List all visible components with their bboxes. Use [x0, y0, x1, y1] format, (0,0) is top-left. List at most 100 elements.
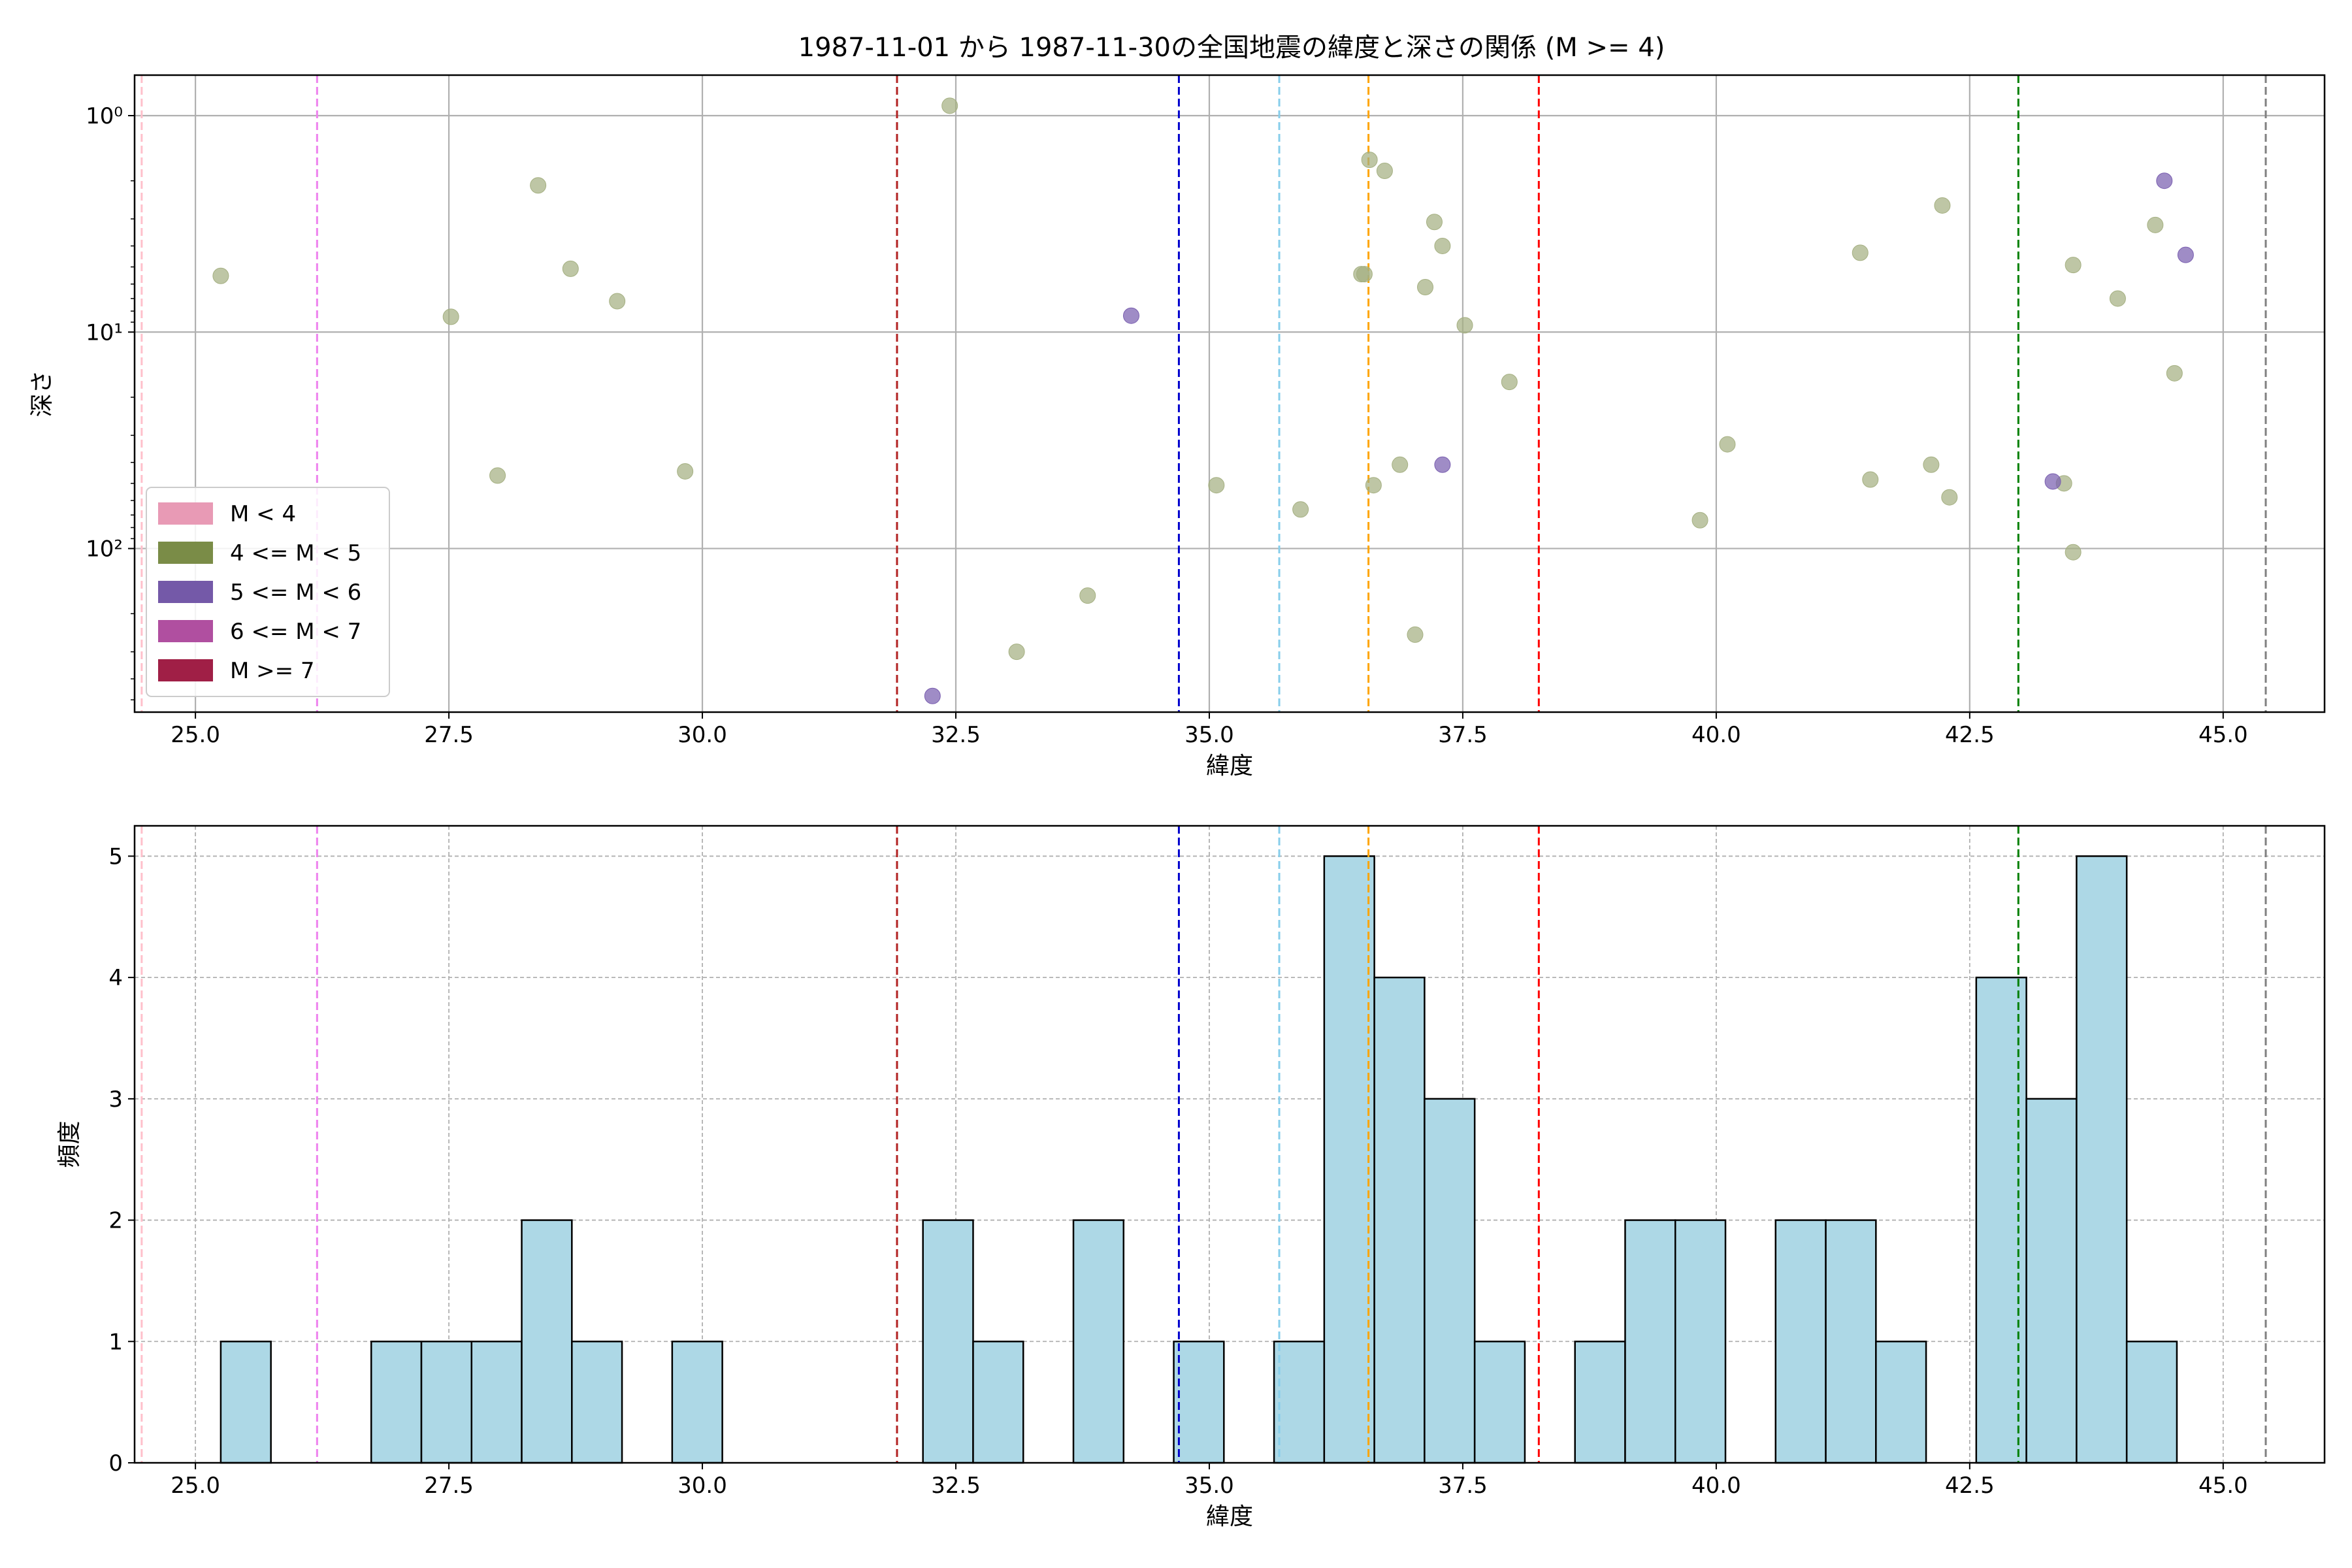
- legend-swatch: [158, 542, 213, 564]
- histogram-bar: [571, 1341, 623, 1464]
- scatter-y-tick-label: 10²: [86, 536, 123, 563]
- scatter-point-m5-6: [1122, 307, 1139, 324]
- histogram-bar: [1072, 1219, 1125, 1464]
- legend-swatch: [158, 659, 213, 681]
- legend-label: M >= 7: [230, 658, 315, 684]
- histogram-y-tick-label: 4: [108, 965, 123, 991]
- scatter-point-m5-6: [2044, 473, 2061, 490]
- histogram-bar: [1875, 1341, 1927, 1464]
- histogram-x-tick-label: 27.5: [424, 1473, 474, 1499]
- histogram-bar: [1173, 1341, 1225, 1464]
- scatter-point-m5-6: [2156, 172, 2173, 189]
- scatter-x-ticks: 25.0 27.5 30.0 32.5 35.0 37.5 40.0 42.5 45.0: [171, 712, 2248, 748]
- scatter-points: [212, 97, 2194, 704]
- histogram-y-tick-label: 5: [108, 843, 123, 870]
- chart-title: 1987-11-01 から 1987-11-30の全国地震の緯度と深さの関係 (…: [798, 33, 1665, 63]
- histogram-y-axis-label: 頻度: [56, 1120, 83, 1168]
- scatter-point-m4-5: [1719, 436, 1736, 453]
- scatter-point-m4-5: [1434, 237, 1451, 254]
- histogram-bar: [1574, 1341, 1626, 1464]
- scatter-point-m4-5: [677, 463, 694, 480]
- histogram-bar: [521, 1219, 573, 1464]
- histogram-bar: [1373, 976, 1426, 1464]
- scatter-x-tick-label: 35.0: [1184, 722, 1234, 748]
- scatter-point-m4-5: [1208, 477, 1225, 494]
- legend-box: [146, 487, 390, 697]
- histogram-x-tick-label: 40.0: [1691, 1473, 1741, 1499]
- legend-swatch: [158, 620, 213, 642]
- scatter-x-tick-label: 37.5: [1438, 722, 1488, 748]
- scatter-point-m4-5: [562, 260, 579, 277]
- histogram-bar: [2025, 1098, 2078, 1464]
- scatter-x-tick-label: 30.0: [678, 722, 727, 748]
- scatter-x-tick-label: 27.5: [424, 722, 474, 748]
- scatter-point-m4-5: [1407, 626, 1424, 643]
- histogram-x-tick-label: 42.5: [1945, 1473, 1995, 1499]
- scatter-point-m4-5: [1501, 374, 1518, 391]
- histogram-bar: [2076, 855, 2128, 1464]
- scatter-x-tick-label: 25.0: [171, 722, 220, 748]
- histogram-x-tick-label: 30.0: [678, 1473, 727, 1499]
- histogram-x-tick-label: 32.5: [931, 1473, 981, 1499]
- scatter-point-m4-5: [1417, 279, 1434, 296]
- histogram-y-ticks: 0 1 2 3 4 5: [108, 843, 135, 1477]
- histogram-bar: [1473, 1341, 1526, 1464]
- scatter-point-m4-5: [1365, 477, 1382, 494]
- scatter-x-tick-label: 32.5: [931, 722, 981, 748]
- scatter-y-tick-label: 10¹: [86, 319, 123, 346]
- scatter-point-m4-5: [1392, 456, 1409, 473]
- scatter-point-m4-5: [489, 467, 506, 484]
- scatter-point-m4-5: [2109, 290, 2126, 307]
- scatter-point-m4-5: [1923, 456, 1940, 473]
- legend-swatch: [158, 502, 213, 525]
- scatter-point-m4-5: [1456, 317, 1473, 334]
- histogram-bar: [671, 1341, 723, 1464]
- scatter-point-m4-5: [1426, 214, 1443, 231]
- scatter-point-m4-5: [2147, 216, 2164, 233]
- histogram-x-tick-label: 45.0: [2198, 1473, 2248, 1499]
- scatter-axes: 25.0 27.5 30.0 32.5 35.0 37.5 40.0 42.5 45.0 10⁰…: [29, 74, 2326, 779]
- histogram-bar: [1424, 1098, 1476, 1464]
- scatter-point-m4-5: [1079, 587, 1096, 604]
- legend: M < 4 4 <= M < 5 5 <= M < 6 6 <= M < 7 M >= …: [146, 487, 390, 697]
- histogram-bar: [1774, 1219, 1827, 1464]
- scatter-x-axis-label: 緯度: [1206, 753, 1253, 779]
- histogram-reference-lines: [140, 826, 2267, 1463]
- scatter-point-m4-5: [1691, 512, 1708, 529]
- legend-label: M < 4: [230, 501, 296, 527]
- histogram-x-ticks: 25.0 27.5 30.0 32.5 35.0 37.5 40.0 42.5 45.0: [171, 1463, 2248, 1499]
- scatter-point-m4-5: [2065, 257, 2082, 274]
- scatter-point-m4-5: [1941, 489, 1958, 506]
- histogram-y-tick-label: 2: [108, 1208, 123, 1234]
- scatter-point-m4-5: [941, 97, 958, 114]
- histogram-x-tick-label: 25.0: [171, 1473, 220, 1499]
- scatter-point-m4-5: [530, 177, 547, 194]
- scatter-point-m4-5: [212, 267, 229, 284]
- scatter-grid: [135, 75, 2325, 712]
- scatter-frame: [133, 74, 2326, 713]
- scatter-point-m4-5: [1852, 244, 1869, 261]
- scatter-point-m4-5: [1361, 152, 1378, 169]
- scatter-point-m4-5: [442, 308, 459, 325]
- scatter-point-m4-5: [1292, 501, 1309, 518]
- histogram-frame: [133, 825, 2326, 1464]
- histogram-bar: [972, 1341, 1024, 1464]
- scatter-point-m4-5: [1934, 197, 1951, 214]
- histogram-bar: [922, 1219, 974, 1464]
- legend-label: 4 <= M < 5: [230, 540, 361, 566]
- scatter-point-m4-5: [2166, 365, 2183, 382]
- scatter-y-axis-label: 深さ: [29, 370, 56, 417]
- histogram-bar: [470, 1341, 523, 1464]
- legend-swatch: [158, 581, 213, 603]
- scatter-x-tick-label: 45.0: [2198, 722, 2248, 748]
- histogram-x-axis-label: 緯度: [1206, 1503, 1253, 1530]
- scatter-point-m4-5: [1376, 163, 1393, 180]
- scatter-point-m4-5: [2065, 544, 2082, 561]
- histogram-x-tick-label: 35.0: [1184, 1473, 1234, 1499]
- histogram-x-tick-label: 37.5: [1438, 1473, 1488, 1499]
- scatter-x-tick-label: 42.5: [1945, 722, 1995, 748]
- histogram-bar: [370, 1341, 423, 1464]
- scatter-point-m5-6: [2177, 246, 2194, 263]
